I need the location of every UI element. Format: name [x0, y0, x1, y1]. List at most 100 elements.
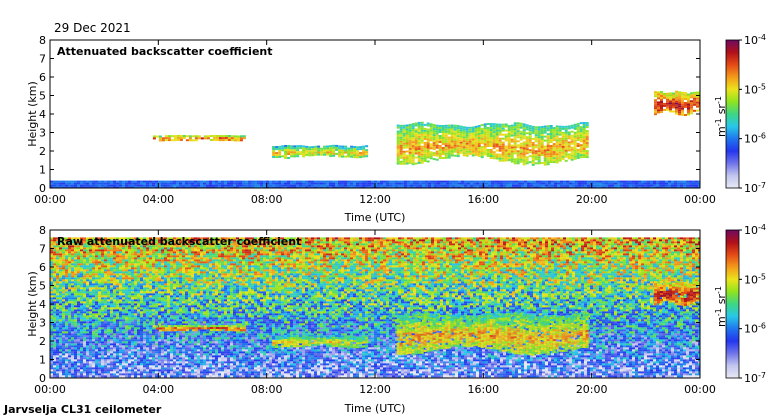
heatmap-cell	[660, 107, 663, 109]
heatmap-cell	[77, 303, 80, 306]
heatmap-cell	[131, 259, 134, 262]
heatmap-cell	[65, 295, 68, 298]
heatmap-cell	[534, 140, 538, 143]
heatmap-cell	[92, 347, 95, 350]
heatmap-cell	[399, 138, 403, 141]
heatmap-cell	[161, 139, 165, 142]
heatmap-cell	[116, 315, 119, 318]
heatmap-cell	[101, 317, 104, 320]
heatmap-cell	[95, 289, 98, 292]
heatmap-cell	[95, 313, 98, 316]
heatmap-cell	[474, 149, 478, 152]
heatmap-cell	[149, 317, 152, 320]
heatmap-cell	[546, 155, 550, 158]
heatmap-cell	[480, 124, 484, 127]
heatmap-cell	[260, 184, 263, 187]
heatmap-cell	[675, 94, 678, 97]
heatmap-cell	[92, 257, 95, 260]
heatmap-cell	[443, 180, 446, 183]
heatmap-cell	[131, 347, 134, 350]
heatmap-cell	[116, 313, 119, 316]
heatmap-cell	[122, 307, 125, 310]
heatmap-cell	[71, 371, 74, 374]
heatmap-cell	[77, 349, 80, 352]
heatmap-cell	[101, 285, 104, 288]
heatmap-cell	[140, 319, 143, 322]
heatmap-cell	[74, 253, 77, 256]
heatmap-cell	[681, 99, 684, 102]
y-tick-label: 3	[39, 127, 46, 140]
heatmap-cell	[392, 184, 395, 187]
heatmap-cell	[444, 136, 448, 139]
heatmap-cell	[302, 184, 305, 187]
heatmap-cell	[519, 122, 523, 125]
heatmap-cell	[95, 361, 98, 364]
heatmap-cell	[80, 295, 83, 298]
heatmap-cell	[80, 245, 83, 248]
heatmap-cell	[98, 283, 101, 286]
heatmap-cell	[546, 161, 550, 164]
heatmap-cell	[71, 259, 74, 262]
heatmap-cell	[155, 263, 158, 266]
heatmap-cell	[152, 285, 155, 288]
heatmap-cell	[227, 180, 230, 183]
heatmap-cell	[107, 367, 110, 370]
heatmap-cell	[411, 157, 415, 160]
heatmap-cell	[432, 140, 436, 143]
heatmap-cell	[68, 311, 71, 314]
heatmap-cell	[206, 135, 210, 138]
heatmap-cell	[546, 137, 550, 140]
heatmap-cell	[507, 137, 511, 140]
heatmap-cell	[681, 91, 684, 94]
heatmap-cell	[399, 160, 403, 163]
heatmap-cell	[110, 279, 113, 282]
heatmap-cell	[71, 186, 74, 188]
heatmap-cell	[71, 343, 74, 346]
heatmap-cell	[582, 134, 586, 136]
heatmap-cell	[660, 93, 663, 95]
heatmap-cell	[95, 369, 98, 372]
heatmap-cell	[456, 133, 460, 136]
heatmap-cell	[86, 297, 89, 300]
heatmap-cell	[402, 126, 406, 129]
heatmap-cell	[302, 155, 306, 158]
heatmap-cell	[474, 145, 478, 148]
heatmap-cell	[158, 241, 161, 244]
heatmap-cell	[203, 135, 207, 138]
heatmap-cell	[95, 329, 98, 332]
heatmap-cell	[65, 355, 68, 358]
heatmap-cell	[56, 239, 59, 242]
heatmap-cell	[131, 239, 134, 242]
heatmap-cell	[68, 371, 71, 374]
heatmap-cell	[122, 281, 125, 284]
x-axis-label: Time (UTC)	[344, 211, 406, 224]
heatmap-cell	[71, 279, 74, 282]
heatmap-cell	[104, 321, 107, 324]
heatmap-cell	[89, 263, 92, 266]
heatmap-cell	[542, 184, 545, 187]
heatmap-cell	[74, 317, 77, 320]
heatmap-cell	[62, 369, 65, 372]
heatmap-cell	[149, 277, 152, 280]
heatmap-cell	[287, 147, 291, 149]
heatmap-cell	[98, 277, 101, 280]
heatmap-cell	[380, 184, 383, 187]
heatmap-cell	[95, 309, 98, 312]
heatmap-cell	[435, 126, 439, 129]
heatmap-cell	[503, 186, 506, 188]
heatmap-cell	[59, 182, 62, 185]
heatmap-cell	[86, 305, 89, 308]
heatmap-cell	[308, 182, 311, 185]
heatmap-cell	[347, 153, 351, 156]
heatmap-cell	[534, 136, 538, 139]
heatmap-cell	[83, 277, 86, 280]
heatmap-cell	[179, 184, 182, 187]
heatmap-cell	[371, 182, 374, 185]
heatmap-cell	[524, 182, 527, 185]
heatmap-cell	[632, 186, 635, 188]
heatmap-cell	[356, 182, 359, 185]
heatmap-cell	[531, 159, 535, 162]
heatmap-cell	[56, 351, 59, 354]
heatmap-cell	[89, 241, 92, 244]
heatmap-cell	[308, 186, 311, 188]
